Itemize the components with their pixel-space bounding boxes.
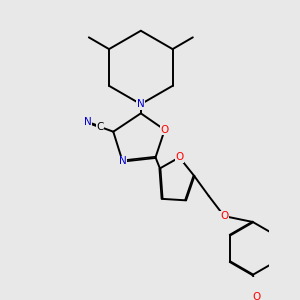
Text: O: O bbox=[175, 152, 184, 162]
Text: N: N bbox=[118, 156, 126, 166]
Text: O: O bbox=[160, 125, 169, 135]
Text: N: N bbox=[137, 99, 145, 109]
Text: C: C bbox=[97, 122, 104, 132]
Text: N: N bbox=[84, 117, 91, 127]
Text: O: O bbox=[220, 211, 228, 221]
Text: O: O bbox=[252, 292, 261, 300]
